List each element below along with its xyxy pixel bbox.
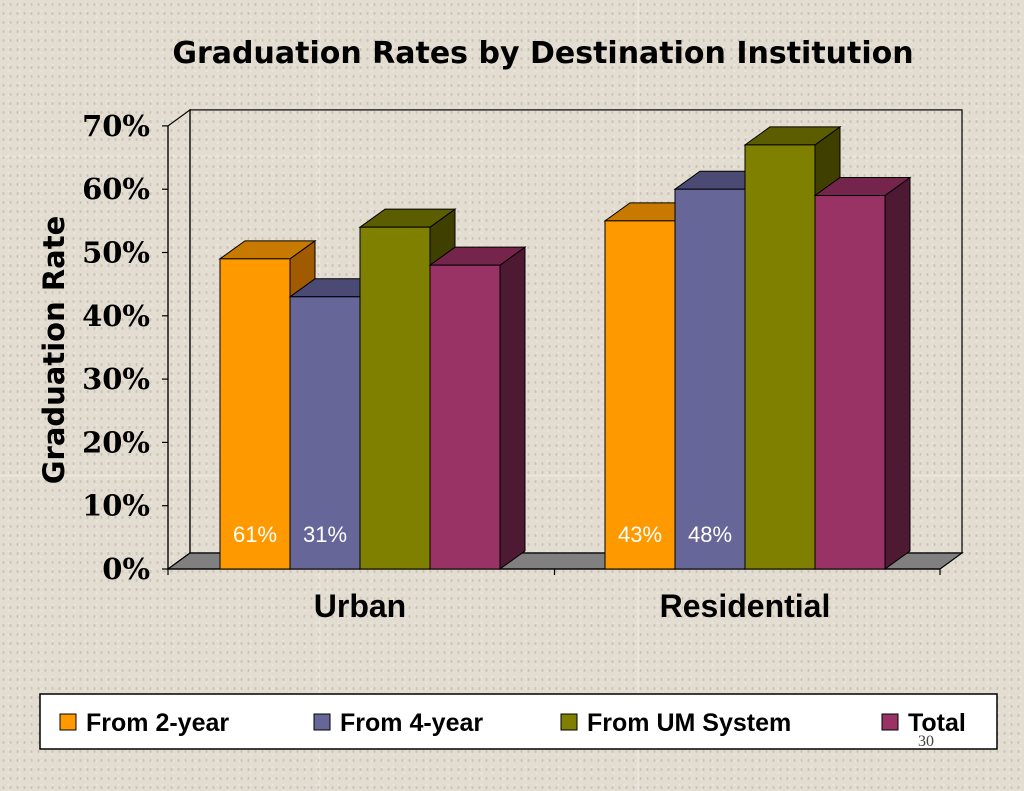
legend-swatch: [881, 713, 899, 731]
plot-area: 0% 10% 20% 30% 40% 50% 60% 70% Urban Residential 6…: [82, 108, 964, 624]
left-wall: [167, 108, 191, 571]
legend: From 2-year From 4-year From UM System Tota…: [39, 693, 998, 750]
y-tick-label: 20%: [82, 425, 150, 459]
legend-label: From 4-year: [340, 709, 483, 737]
legend-label: From UM System: [587, 709, 791, 737]
bar-annotation: 61%: [233, 522, 277, 547]
bar-front: [674, 188, 746, 570]
y-tick-label: 30%: [82, 362, 150, 396]
bar: [428, 246, 527, 570]
legend-swatch: [313, 713, 331, 731]
legend-label: Total: [908, 709, 966, 737]
x-tick-label: Urban: [314, 588, 406, 624]
y-tick-label: 10%: [82, 489, 150, 523]
legend-swatch: [59, 713, 77, 731]
bar-annotation: 43%: [618, 522, 662, 547]
bar-front: [814, 195, 886, 570]
bar-annotation: 31%: [303, 522, 347, 547]
legend-box: [39, 693, 998, 750]
bar-front: [289, 296, 361, 570]
legend-item: Total: [881, 709, 966, 737]
y-tick-label: 70%: [82, 109, 150, 143]
y-tick-label: 60%: [82, 172, 150, 206]
bar-side: [884, 176, 911, 570]
legend-swatch: [560, 713, 578, 731]
bar: [813, 176, 912, 570]
y-tick-label: 40%: [82, 299, 150, 333]
bar-front: [744, 144, 816, 570]
legend-label: From 2-year: [86, 709, 229, 737]
legend-item: From 2-year: [59, 709, 229, 737]
y-axis-label: Graduation Rate: [37, 216, 71, 485]
bar-front: [604, 220, 676, 570]
bar-front: [359, 226, 431, 570]
bar-side: [499, 246, 526, 570]
x-tick-label: Residential: [660, 588, 831, 624]
chart-title: Graduation Rates by Destination Institut…: [172, 36, 913, 71]
bar-annotation: 48%: [688, 522, 732, 547]
y-tick-label: 50%: [82, 236, 150, 270]
page-number: 30: [918, 733, 934, 750]
legend-item: From 4-year: [313, 709, 483, 737]
y-tick-label: 0%: [102, 552, 150, 586]
legend-item: From UM System: [560, 709, 791, 737]
bar-front: [429, 264, 501, 570]
bar-front: [219, 258, 291, 570]
